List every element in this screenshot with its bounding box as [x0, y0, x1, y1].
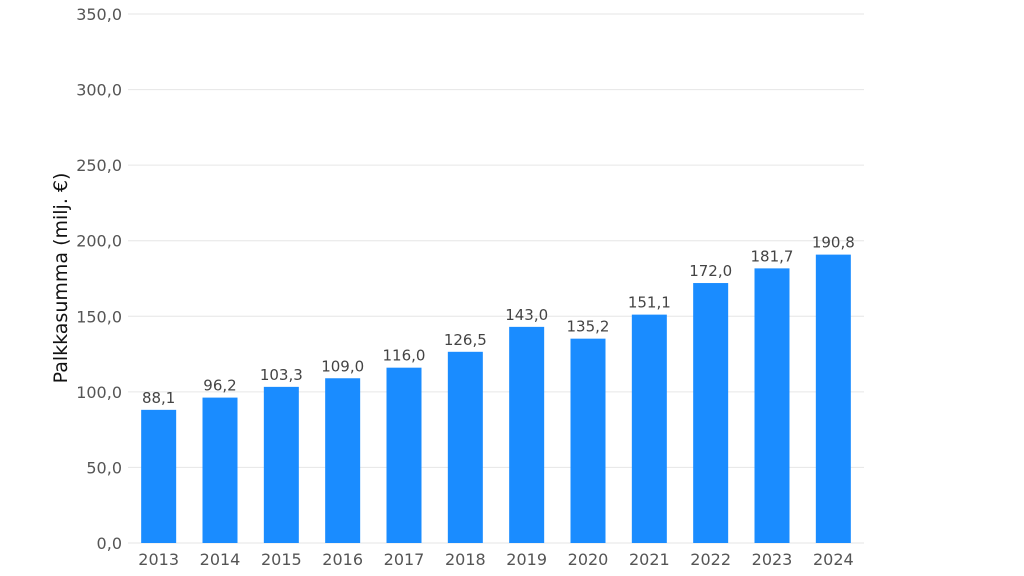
bar-2021 — [631, 314, 667, 543]
data-label-2014: 96,2 — [203, 377, 236, 395]
x-axis-ticks: 2013 2014 2015 2016 2017 2018 2019 2020 2021 2022… — [138, 550, 853, 569]
data-label-2016: 109,0 — [321, 357, 364, 375]
bar-2024 — [815, 254, 851, 543]
x-tick-label-2014: 2014 — [200, 550, 241, 569]
data-label-2022: 172,0 — [689, 262, 732, 280]
data-label-2017: 116,0 — [383, 347, 426, 365]
x-tick-label-2018: 2018 — [445, 550, 486, 569]
y-tick-label: 50,0 — [86, 458, 122, 477]
y-tick-label: 200,0 — [76, 232, 122, 251]
data-label-2023: 181,7 — [751, 247, 794, 265]
bar-2016 — [325, 378, 361, 543]
y-tick-label: 0,0 — [97, 534, 122, 553]
bar-2019 — [509, 326, 545, 543]
x-tick-label-2022: 2022 — [690, 550, 731, 569]
bar-2014 — [202, 397, 238, 543]
bars — [141, 254, 851, 543]
bar-2020 — [570, 338, 606, 543]
bar-2017 — [386, 367, 422, 543]
bar-2023 — [754, 268, 790, 543]
y-tick-label: 150,0 — [76, 307, 122, 326]
gridlines — [128, 13, 864, 544]
x-tick-label-2021: 2021 — [629, 550, 670, 569]
data-label-2020: 135,2 — [567, 318, 610, 336]
x-tick-label-2013: 2013 — [138, 550, 179, 569]
bar-2022 — [693, 283, 729, 543]
y-tick-label: 350,0 — [76, 5, 122, 24]
x-tick-label-2023: 2023 — [752, 550, 793, 569]
data-label-2015: 103,3 — [260, 366, 303, 384]
bar-2018 — [447, 351, 483, 543]
bar-2015 — [263, 386, 299, 543]
data-label-2021: 151,1 — [628, 294, 671, 312]
bar-2013 — [141, 409, 177, 543]
x-tick-label-2017: 2017 — [384, 550, 425, 569]
x-tick-label-2016: 2016 — [322, 550, 363, 569]
data-label-2013: 88,1 — [142, 389, 175, 407]
data-label-2019: 143,0 — [505, 306, 548, 324]
y-axis-ticks: 0,0 50,0 100,0 150,0 200,0 250,0 300,0 350,0 — [76, 5, 122, 553]
y-tick-label: 100,0 — [76, 383, 122, 402]
data-labels: 88,1 96,2 103,3 109,0 116,0 126,5 143,0 135,2 15… — [142, 234, 855, 407]
data-label-2018: 126,5 — [444, 331, 487, 349]
data-label-2024: 190,8 — [812, 234, 855, 252]
x-tick-label-2019: 2019 — [506, 550, 547, 569]
x-tick-label-2024: 2024 — [813, 550, 854, 569]
y-tick-label: 250,0 — [76, 156, 122, 175]
x-tick-label-2015: 2015 — [261, 550, 302, 569]
y-axis-label: Palkkasumma (milj. €) — [50, 173, 72, 384]
y-tick-label: 300,0 — [76, 81, 122, 100]
x-tick-label-2020: 2020 — [568, 550, 609, 569]
